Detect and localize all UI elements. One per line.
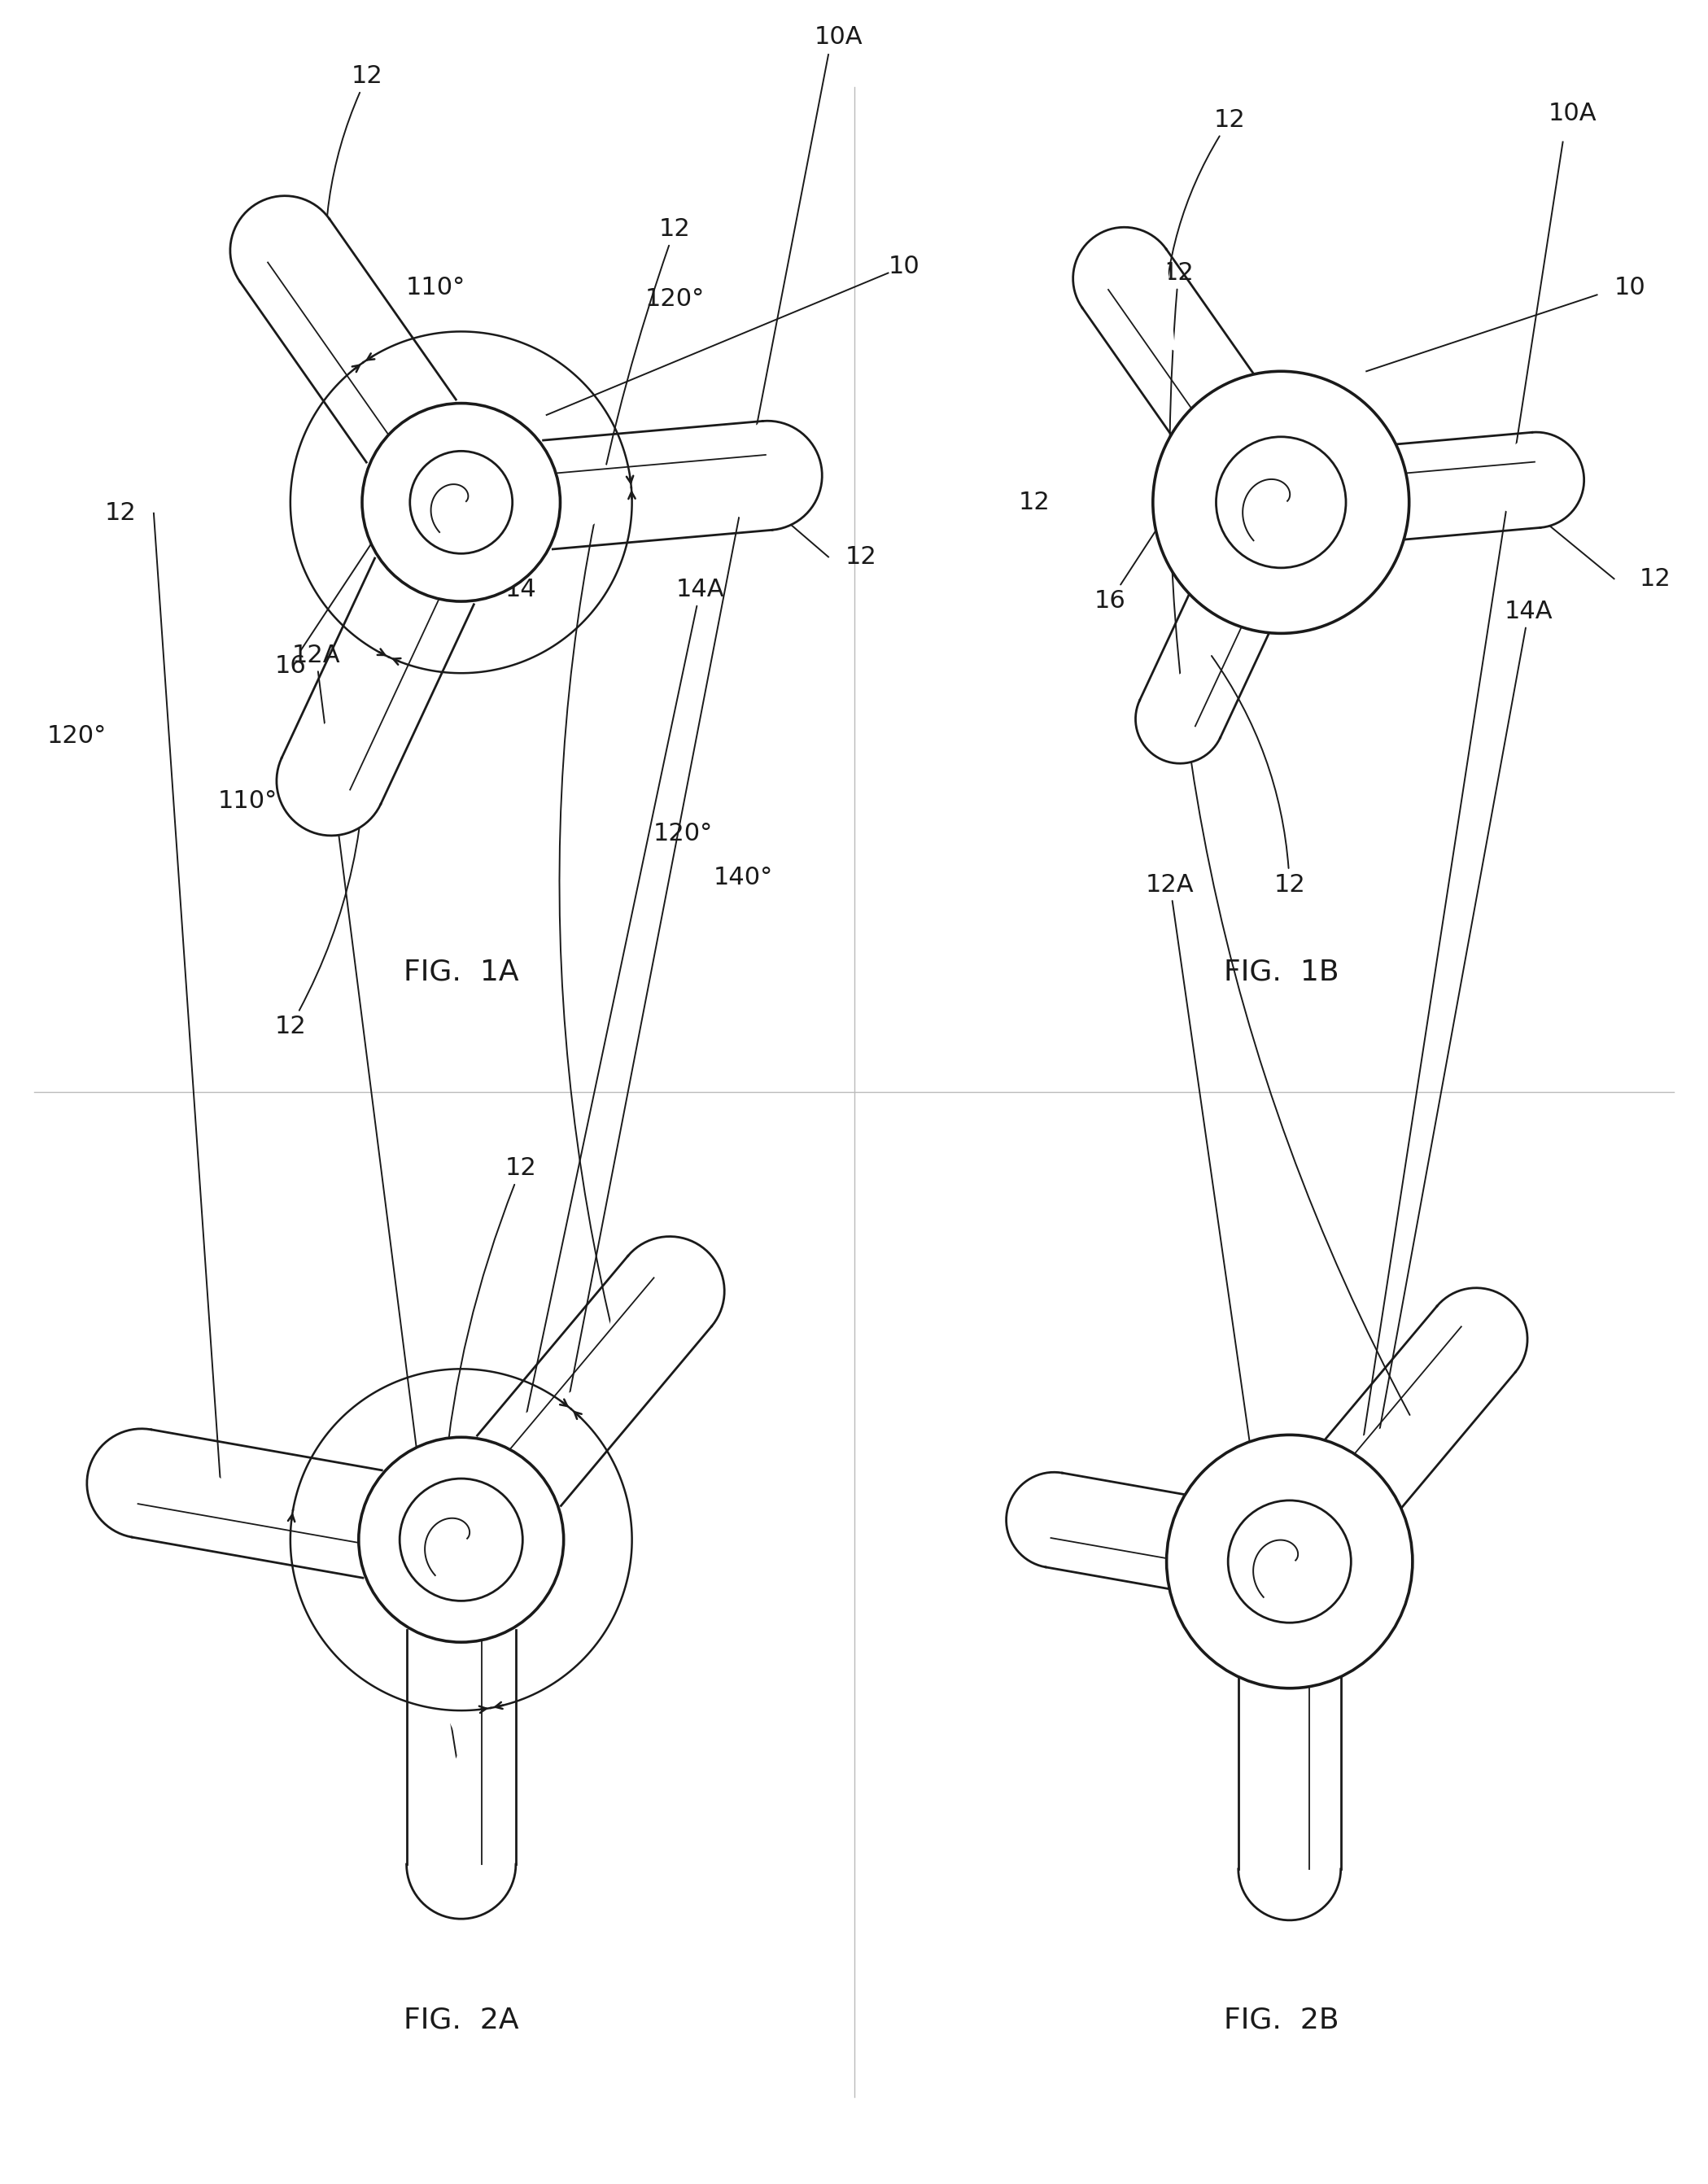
- Text: 110°: 110°: [219, 788, 277, 812]
- Text: FIG.  1B: FIG. 1B: [1223, 959, 1339, 985]
- Text: 16: 16: [275, 515, 389, 677]
- Text: 12: 12: [845, 546, 876, 568]
- Text: FIG.  1A: FIG. 1A: [403, 959, 519, 985]
- Polygon shape: [1372, 432, 1583, 542]
- Text: 10A: 10A: [1549, 100, 1597, 124]
- Text: 10: 10: [1614, 275, 1645, 299]
- Text: 10: 10: [888, 253, 919, 277]
- Text: 16: 16: [1095, 520, 1163, 612]
- Polygon shape: [87, 1428, 383, 1577]
- Text: 12: 12: [106, 502, 137, 524]
- Polygon shape: [277, 559, 473, 836]
- Text: 14A: 14A: [502, 579, 724, 1527]
- Ellipse shape: [1153, 371, 1409, 633]
- Text: 14A: 14A: [1349, 601, 1553, 1583]
- Text: FIG.  2A: FIG. 2A: [403, 2007, 519, 2033]
- Text: 12: 12: [1640, 568, 1670, 590]
- Polygon shape: [543, 422, 822, 548]
- Text: 12A: 12A: [292, 644, 432, 1555]
- Ellipse shape: [362, 404, 560, 601]
- Ellipse shape: [359, 1437, 564, 1642]
- Text: 10A: 10A: [815, 24, 863, 48]
- Polygon shape: [231, 197, 456, 463]
- Ellipse shape: [1228, 1500, 1351, 1623]
- Polygon shape: [1006, 1472, 1208, 1592]
- Text: 12A: 12A: [1146, 874, 1272, 1588]
- Text: 12: 12: [441, 1158, 536, 1780]
- Text: 120°: 120°: [48, 723, 106, 747]
- Text: 12: 12: [1163, 262, 1409, 1415]
- Polygon shape: [1310, 1289, 1527, 1524]
- Polygon shape: [1073, 227, 1267, 454]
- Text: 12: 12: [1020, 491, 1050, 513]
- Ellipse shape: [410, 452, 512, 553]
- Ellipse shape: [400, 1479, 523, 1601]
- Text: 12: 12: [1211, 655, 1305, 895]
- Text: 120°: 120°: [646, 286, 704, 310]
- Text: 120°: 120°: [654, 821, 712, 845]
- Text: FIG.  2B: FIG. 2B: [1223, 2007, 1339, 2033]
- Ellipse shape: [1216, 437, 1346, 568]
- Polygon shape: [1136, 570, 1281, 764]
- Text: 110°: 110°: [407, 275, 465, 299]
- Polygon shape: [407, 1629, 516, 1920]
- Polygon shape: [1238, 1653, 1341, 1920]
- Text: 14: 14: [434, 476, 536, 601]
- Text: 12: 12: [1163, 109, 1245, 332]
- Text: 14: 14: [1296, 441, 1373, 568]
- Text: 12: 12: [560, 218, 690, 1352]
- Text: 140°: 140°: [714, 865, 772, 889]
- Text: 12: 12: [325, 66, 383, 310]
- Polygon shape: [477, 1236, 724, 1505]
- Text: 12: 12: [275, 714, 366, 1037]
- Ellipse shape: [1167, 1435, 1413, 1688]
